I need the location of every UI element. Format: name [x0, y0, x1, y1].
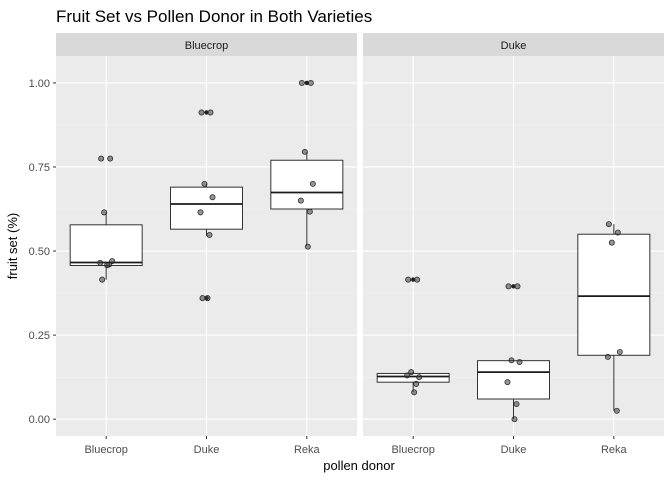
data-point [198, 109, 205, 116]
data-point [414, 276, 421, 283]
data-point [514, 283, 521, 290]
data-point [206, 231, 213, 238]
data-point [513, 401, 520, 408]
data-point [97, 259, 104, 266]
box-duke-reka [577, 221, 651, 414]
box-iqr [577, 233, 651, 356]
y-axis-title: fruit set (%) [5, 213, 20, 279]
data-point [304, 243, 311, 250]
data-point [98, 155, 105, 162]
y-axis-ticks: 0.00 0.25 0.50 0.75 1.00 [29, 78, 56, 426]
facet-strip [56, 33, 357, 56]
data-point [616, 348, 623, 355]
data-point [405, 276, 412, 283]
data-point [101, 209, 108, 216]
data-point [307, 79, 314, 86]
box-iqr [69, 224, 143, 267]
data-point [508, 357, 515, 364]
data-point [605, 221, 612, 228]
facet-strip-label: Bluecrop [185, 40, 228, 52]
box-duke-bluecrop [376, 276, 450, 396]
data-point [201, 180, 208, 187]
data-point [301, 148, 308, 155]
data-point [614, 229, 621, 236]
outlier-point [204, 110, 209, 115]
data-point [505, 283, 512, 290]
data-point [107, 155, 114, 162]
data-point [209, 194, 216, 201]
box-duke-duke [477, 283, 550, 423]
data-point [516, 359, 523, 365]
outlier-point [511, 284, 516, 289]
data-point [204, 295, 211, 302]
box-bluecrop-reka [270, 79, 344, 250]
data-point [207, 109, 214, 116]
data-point [104, 262, 111, 269]
data-point [298, 79, 305, 86]
data-point [306, 208, 313, 215]
x-tick-label: Bluecrop [84, 444, 127, 456]
box-bluecrop-duke [170, 109, 243, 302]
box-iqr [270, 159, 344, 210]
facet-panels: Bluecrop Duke [56, 33, 664, 436]
data-point [416, 374, 423, 381]
x-tick-label: Reka [601, 444, 628, 456]
x-tick-label: Duke [194, 444, 220, 456]
x-tick-label: Bluecrop [391, 444, 434, 456]
y-tick-label: 0.25 [29, 330, 50, 342]
y-tick-label: 0.75 [29, 162, 50, 174]
data-point [404, 372, 411, 379]
facet-panel-bluecrop: Bluecrop [56, 33, 357, 436]
data-point [309, 180, 316, 187]
data-point [199, 295, 206, 302]
data-point [608, 239, 615, 246]
outlier-point [410, 277, 416, 282]
x-axis-title: pollen donor [323, 458, 395, 473]
data-point [413, 380, 420, 387]
box-bluecrop-bluecrop [69, 155, 143, 283]
facet-panel-duke: Duke [363, 33, 664, 436]
data-point [613, 407, 620, 414]
y-tick-label: 0.50 [29, 246, 50, 258]
facet-strip [363, 33, 664, 56]
data-point [511, 416, 518, 423]
x-axis-ticks: Bluecrop Duke Reka Bluecrop Duke Reka [84, 436, 628, 456]
x-tick-label: Reka [294, 444, 321, 456]
data-point [504, 379, 511, 386]
box-iqr [170, 186, 243, 230]
facet-strip-label: Duke [501, 40, 527, 52]
data-point [604, 354, 611, 360]
data-point [99, 276, 106, 283]
data-point [408, 369, 415, 376]
data-point [197, 209, 204, 216]
data-point [297, 197, 304, 204]
y-tick-label: 1.00 [29, 78, 50, 90]
box-iqr [376, 372, 450, 383]
y-tick-label: 0.00 [29, 414, 50, 426]
chart-title: Fruit Set vs Pollen Donor in Both Variet… [56, 7, 372, 26]
x-tick-label: Duke [501, 444, 527, 456]
data-point [411, 389, 418, 396]
box-iqr [477, 360, 550, 400]
outlier-point [304, 80, 310, 86]
